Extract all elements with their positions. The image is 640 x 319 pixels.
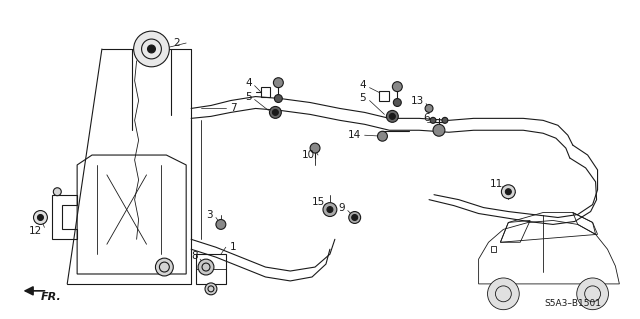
Circle shape bbox=[392, 82, 403, 92]
Circle shape bbox=[269, 107, 282, 118]
Circle shape bbox=[349, 211, 361, 223]
Circle shape bbox=[387, 110, 398, 122]
Circle shape bbox=[147, 45, 156, 53]
Circle shape bbox=[425, 105, 433, 112]
Text: 3: 3 bbox=[205, 210, 212, 219]
Circle shape bbox=[156, 258, 173, 276]
Text: 12: 12 bbox=[29, 226, 42, 236]
Circle shape bbox=[33, 211, 47, 225]
Text: 5: 5 bbox=[359, 93, 366, 102]
Text: 5: 5 bbox=[245, 92, 252, 101]
Circle shape bbox=[506, 189, 511, 195]
Text: 11: 11 bbox=[490, 179, 503, 189]
Circle shape bbox=[198, 259, 214, 275]
Circle shape bbox=[394, 99, 401, 107]
Circle shape bbox=[273, 109, 278, 115]
Text: 10: 10 bbox=[301, 150, 315, 160]
Text: 8: 8 bbox=[191, 251, 197, 261]
Circle shape bbox=[577, 278, 609, 310]
Text: 13: 13 bbox=[410, 95, 424, 106]
Circle shape bbox=[488, 278, 519, 310]
Circle shape bbox=[433, 124, 445, 136]
Circle shape bbox=[53, 188, 61, 196]
Text: 7: 7 bbox=[230, 103, 237, 114]
Circle shape bbox=[134, 31, 170, 67]
Text: FR.: FR. bbox=[40, 292, 61, 302]
FancyArrowPatch shape bbox=[25, 287, 45, 295]
Text: 4: 4 bbox=[245, 78, 252, 88]
Circle shape bbox=[275, 94, 282, 102]
Text: 9: 9 bbox=[339, 203, 345, 212]
Text: 14: 14 bbox=[348, 130, 362, 140]
Circle shape bbox=[38, 214, 44, 220]
Text: 4: 4 bbox=[359, 80, 366, 90]
Circle shape bbox=[273, 78, 284, 88]
Circle shape bbox=[205, 283, 217, 295]
Circle shape bbox=[323, 203, 337, 217]
Circle shape bbox=[501, 185, 515, 199]
Circle shape bbox=[430, 117, 436, 123]
Circle shape bbox=[327, 207, 333, 212]
Text: 2: 2 bbox=[173, 38, 180, 48]
Circle shape bbox=[442, 117, 448, 123]
Text: 15: 15 bbox=[312, 197, 324, 207]
Circle shape bbox=[216, 219, 226, 229]
Circle shape bbox=[389, 114, 396, 119]
Text: S5A3–B1501: S5A3–B1501 bbox=[544, 299, 601, 308]
Circle shape bbox=[310, 143, 320, 153]
Circle shape bbox=[378, 131, 387, 141]
Text: 6: 6 bbox=[424, 113, 430, 123]
Text: 1: 1 bbox=[230, 242, 236, 252]
Circle shape bbox=[352, 214, 358, 220]
